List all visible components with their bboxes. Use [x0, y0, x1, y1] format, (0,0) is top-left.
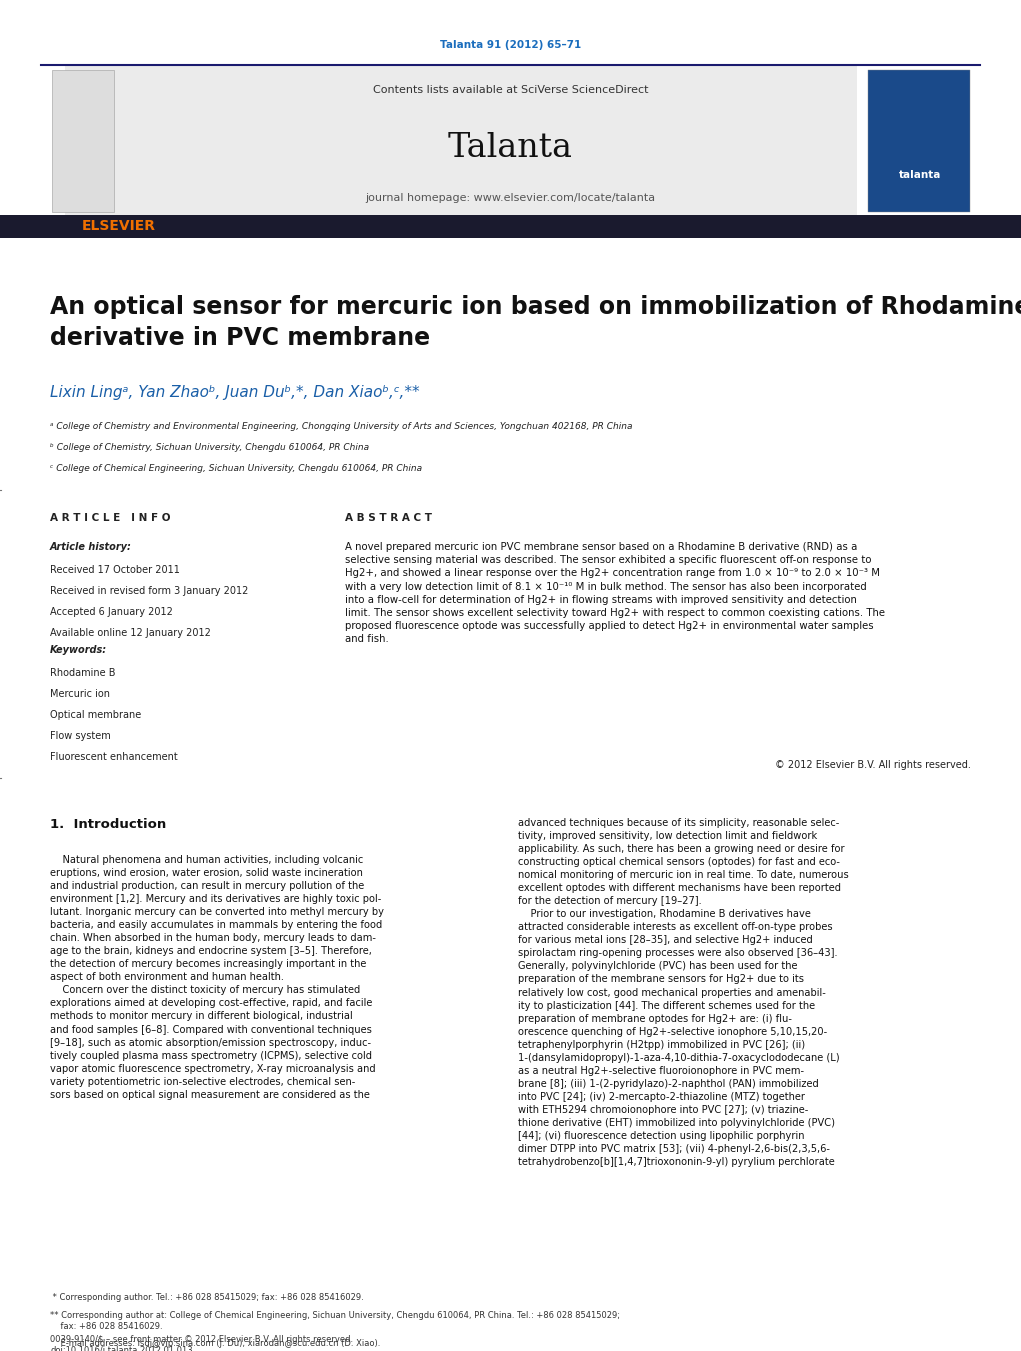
Text: Mercuric ion: Mercuric ion — [50, 689, 110, 698]
Text: Received 17 October 2011: Received 17 October 2011 — [50, 565, 180, 576]
Text: ᵃ College of Chemistry and Environmental Engineering, Chongqing University of Ar: ᵃ College of Chemistry and Environmental… — [50, 422, 632, 431]
Text: journal homepage: www.elsevier.com/locate/talanta: journal homepage: www.elsevier.com/locat… — [366, 193, 655, 203]
Text: Article history:: Article history: — [50, 542, 132, 553]
Text: Keywords:: Keywords: — [50, 644, 107, 655]
Text: An optical sensor for mercuric ion based on immobilization of Rhodamine B
deriva: An optical sensor for mercuric ion based… — [50, 295, 1021, 350]
Text: Talanta: Talanta — [448, 132, 573, 163]
Text: * Corresponding author. Tel.: +86 028 85415029; fax: +86 028 85416029.: * Corresponding author. Tel.: +86 028 85… — [50, 1293, 363, 1302]
Text: Flow system: Flow system — [50, 731, 110, 740]
Text: Received in revised form 3 January 2012: Received in revised form 3 January 2012 — [50, 586, 248, 596]
FancyBboxPatch shape — [65, 65, 857, 215]
Text: A B S T R A C T: A B S T R A C T — [345, 513, 432, 523]
Text: advanced techniques because of its simplicity, reasonable selec-
tivity, improve: advanced techniques because of its simpl… — [518, 817, 848, 1167]
Text: Available online 12 January 2012: Available online 12 January 2012 — [50, 628, 211, 638]
Text: Contents lists available at SciVerse ScienceDirect: Contents lists available at SciVerse Sci… — [373, 85, 648, 95]
Text: A R T I C L E   I N F O: A R T I C L E I N F O — [50, 513, 171, 523]
Text: 1.  Introduction: 1. Introduction — [50, 817, 166, 831]
FancyBboxPatch shape — [868, 70, 970, 212]
Text: ** Corresponding author at: College of Chemical Engineering, Sichuan University,: ** Corresponding author at: College of C… — [50, 1310, 620, 1331]
Text: © 2012 Elsevier B.V. All rights reserved.: © 2012 Elsevier B.V. All rights reserved… — [775, 761, 971, 770]
Text: Natural phenomena and human activities, including volcanic
eruptions, wind erosi: Natural phenomena and human activities, … — [50, 855, 384, 1100]
FancyBboxPatch shape — [52, 70, 114, 212]
Text: Lixin Lingᵃ, Yan Zhaoᵇ, Juan Duᵇ,*, Dan Xiaoᵇ,ᶜ,**: Lixin Lingᵃ, Yan Zhaoᵇ, Juan Duᵇ,*, Dan … — [50, 385, 420, 400]
Text: 0039-9140/$ – see front matter © 2012 Elsevier B.V. All rights reserved.
doi:10.: 0039-9140/$ – see front matter © 2012 El… — [50, 1335, 353, 1351]
Text: A novel prepared mercuric ion PVC membrane sensor based on a Rhodamine B derivat: A novel prepared mercuric ion PVC membra… — [345, 542, 885, 644]
Text: talanta: talanta — [898, 170, 941, 180]
Text: Optical membrane: Optical membrane — [50, 709, 141, 720]
Text: ELSEVIER: ELSEVIER — [82, 219, 156, 232]
Text: Talanta 91 (2012) 65–71: Talanta 91 (2012) 65–71 — [440, 41, 581, 50]
FancyBboxPatch shape — [0, 215, 1021, 238]
Text: Rhodamine B: Rhodamine B — [50, 667, 115, 678]
Text: Accepted 6 January 2012: Accepted 6 January 2012 — [50, 607, 173, 617]
Text: ᵇ College of Chemistry, Sichuan University, Chengdu 610064, PR China: ᵇ College of Chemistry, Sichuan Universi… — [50, 443, 370, 453]
Text: ᶜ College of Chemical Engineering, Sichuan University, Chengdu 610064, PR China: ᶜ College of Chemical Engineering, Sichu… — [50, 463, 422, 473]
Text: E-mail addresses: lsdj@vip.sina.com (J. Du), xiarodan@scu.edu.cn (D. Xiao).: E-mail addresses: lsdj@vip.sina.com (J. … — [50, 1339, 381, 1348]
Text: Fluorescent enhancement: Fluorescent enhancement — [50, 751, 178, 762]
